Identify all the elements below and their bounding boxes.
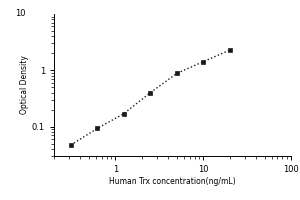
Text: 10: 10 xyxy=(15,9,26,19)
X-axis label: Human Trx concentration(ng/mL): Human Trx concentration(ng/mL) xyxy=(109,177,236,186)
Y-axis label: Optical Density: Optical Density xyxy=(20,56,29,114)
